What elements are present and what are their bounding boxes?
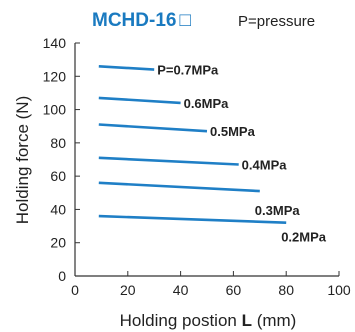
chart-title-text: MCHD-16: [92, 10, 176, 31]
y-tick-label: 20: [50, 235, 66, 251]
y-axis-label: Holding force (N): [13, 96, 32, 225]
x-tick-label: 20: [120, 282, 136, 298]
x-tick-label: 60: [226, 282, 242, 298]
chart-title-symbol: □: [179, 10, 191, 31]
y-tick-label: 100: [43, 102, 67, 118]
series-line: [98, 214, 287, 224]
x-tick-label: 100: [327, 282, 351, 298]
y-tick-label: 80: [50, 135, 66, 151]
x-axis-label: Holding postion L (mm): [120, 311, 297, 330]
y-tick-label: 120: [43, 68, 67, 84]
y-tick-label: 60: [50, 168, 66, 184]
x-tick-label: 40: [173, 282, 189, 298]
x-axis-label-suffix: (mm): [252, 311, 296, 330]
series-line: [98, 156, 239, 166]
y-tick-label: 40: [50, 201, 66, 217]
series-line: [98, 65, 155, 71]
y-axis-ticks: 0 20 40 60 80 100 120 140: [43, 35, 80, 284]
series-line: [98, 123, 208, 133]
x-axis-label-bold: L: [242, 311, 252, 330]
x-tick-label: 0: [71, 282, 79, 298]
x-axis-ticks: 0 20 40 60 80 100: [71, 271, 351, 298]
x-tick-label: 80: [278, 282, 294, 298]
series-line: [98, 96, 181, 105]
series-label: P=0.7MPa: [157, 63, 219, 78]
series-group: P=0.7MPa 0.6MPa 0.5MPa 0.4MPa 0.3MPa 0.2MPa: [98, 63, 327, 245]
y-tick-label: 0: [58, 268, 66, 284]
series-label: 0.4MPa: [242, 157, 288, 172]
y-tick-label: 140: [43, 35, 67, 51]
x-axis-label-prefix: Holding postion: [120, 311, 242, 330]
pressure-note: P=pressure: [238, 13, 315, 30]
series-label: 0.3MPa: [255, 203, 301, 218]
series-line: [98, 181, 260, 193]
chart-title: MCHD-16 □: [92, 10, 191, 31]
series-label: 0.5MPa: [210, 124, 256, 139]
series-label: 0.6MPa: [184, 96, 230, 111]
series-label: 0.2MPa: [281, 230, 327, 245]
